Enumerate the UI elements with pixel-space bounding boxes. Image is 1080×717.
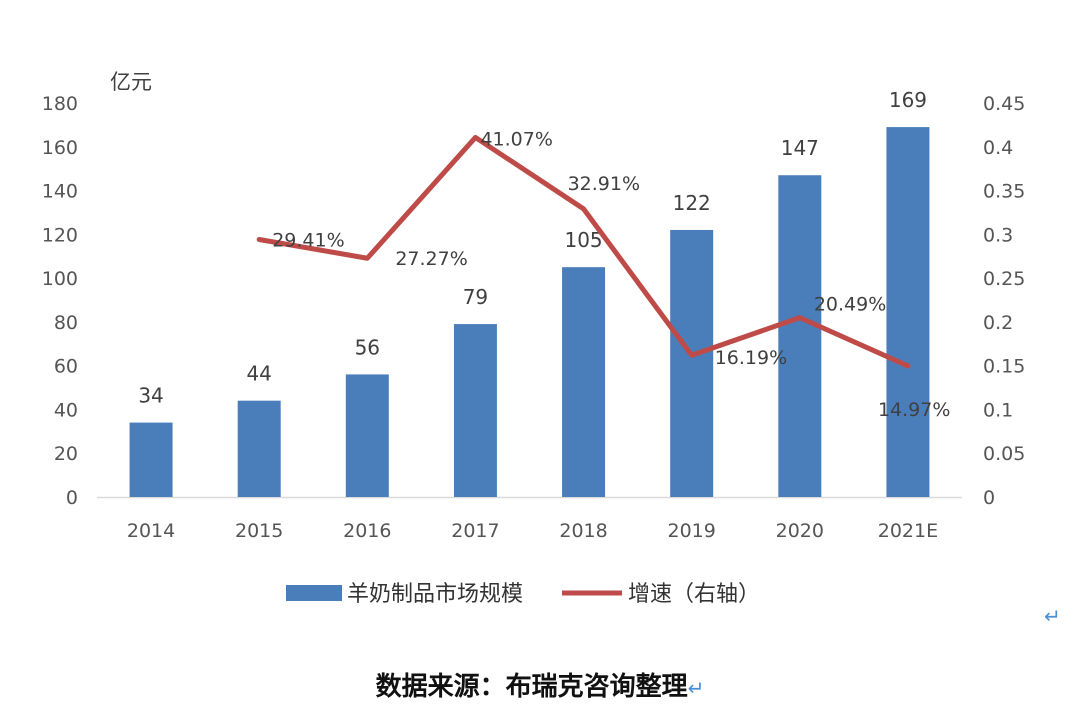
bar-data-label: 56 bbox=[355, 335, 380, 359]
left-axis-tick-label: 80 bbox=[54, 312, 78, 334]
line-data-label: 14.97% bbox=[878, 399, 950, 421]
x-axis-tick-label: 2014 bbox=[127, 520, 175, 542]
legend-bar-label: 羊奶制品市场规模 bbox=[347, 582, 523, 607]
bar bbox=[237, 400, 281, 497]
bar-data-label: 79 bbox=[463, 285, 488, 309]
bar bbox=[562, 267, 606, 497]
left-axis-tick-label: 60 bbox=[54, 356, 78, 378]
line-data-label: 41.07% bbox=[480, 128, 552, 150]
right-axis-tick-label: 0.2 bbox=[983, 312, 1013, 334]
left-axis-tick-label: 40 bbox=[54, 399, 78, 421]
right-axis-tick-label: 0 bbox=[983, 487, 995, 509]
legend-line-label: 增速（右轴） bbox=[628, 582, 760, 607]
x-axis-tick-label: 2015 bbox=[235, 520, 283, 542]
line-data-label: 29.41% bbox=[272, 229, 344, 251]
left-axis-tick-label: 160 bbox=[42, 137, 78, 159]
x-axis-tick-label: 2017 bbox=[451, 520, 499, 542]
bar bbox=[345, 374, 389, 497]
left-axis-tick-label: 120 bbox=[42, 224, 78, 246]
left-axis-tick-label: 20 bbox=[54, 443, 78, 465]
left-axis-tick-label: 180 bbox=[42, 93, 78, 115]
x-axis-tick-label: 2019 bbox=[668, 520, 716, 542]
legend-bar-swatch bbox=[286, 585, 342, 601]
bar bbox=[453, 324, 497, 497]
bar bbox=[129, 422, 173, 497]
right-axis-tick-label: 0.4 bbox=[983, 137, 1013, 159]
x-axis-tick-label: 2020 bbox=[776, 520, 824, 542]
line-data-label: 16.19% bbox=[715, 347, 787, 369]
source-text: 数据来源：布瑞克咨询整理 bbox=[375, 672, 688, 702]
y-axis-unit-label: 亿元 bbox=[110, 70, 152, 94]
right-axis-tick-label: 0.45 bbox=[983, 93, 1025, 115]
paragraph-mark: ↵ bbox=[1044, 604, 1061, 628]
bar-data-label: 44 bbox=[246, 362, 271, 386]
bar bbox=[886, 127, 930, 498]
bar-data-label: 122 bbox=[673, 191, 711, 215]
line-data-label: 32.91% bbox=[568, 173, 640, 195]
right-axis-tick-label: 0.35 bbox=[983, 181, 1025, 203]
left-axis-tick-label: 100 bbox=[42, 268, 78, 290]
source-note: 数据来源：布瑞克咨询整理↵ bbox=[0, 666, 1080, 703]
x-axis-tick-label: 2021E bbox=[878, 520, 938, 542]
right-axis-tick-label: 0.15 bbox=[983, 356, 1025, 378]
bar-data-label: 34 bbox=[138, 384, 163, 408]
line-data-label: 20.49% bbox=[814, 294, 886, 316]
bar-data-label: 105 bbox=[564, 228, 602, 252]
line-data-label: 27.27% bbox=[395, 248, 467, 270]
left-axis-tick-label: 0 bbox=[66, 487, 78, 509]
left-axis-tick-label: 140 bbox=[42, 181, 78, 203]
growth-rate-line bbox=[256, 134, 911, 369]
bar bbox=[778, 175, 822, 497]
right-axis-tick-label: 0.1 bbox=[983, 399, 1013, 421]
bar bbox=[670, 229, 714, 497]
x-axis-tick-label: 2016 bbox=[343, 520, 391, 542]
bar-data-label: 169 bbox=[889, 88, 927, 112]
paragraph-mark-inline: ↵ bbox=[687, 676, 705, 700]
right-axis-tick-label: 0.25 bbox=[983, 268, 1025, 290]
x-axis-tick-label: 2018 bbox=[559, 520, 607, 542]
bar-data-label: 147 bbox=[781, 136, 819, 160]
right-axis-tick-label: 0.05 bbox=[983, 443, 1025, 465]
right-axis-tick-label: 0.3 bbox=[983, 224, 1013, 246]
